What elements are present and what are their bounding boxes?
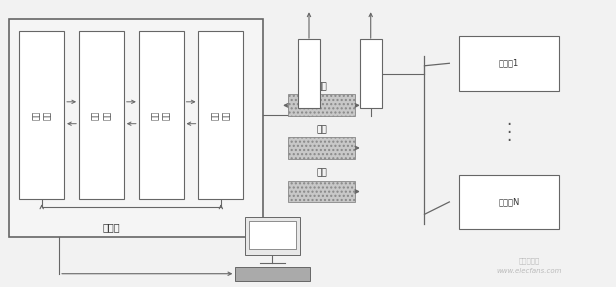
- Bar: [9, 19, 263, 237]
- Text: 应答器N: 应答器N: [498, 197, 520, 206]
- Text: 阅读器: 阅读器: [102, 222, 120, 232]
- Bar: [460, 36, 559, 90]
- Bar: [245, 217, 300, 255]
- Text: 电子发烧网: 电子发烧网: [519, 257, 540, 264]
- Bar: [460, 175, 559, 229]
- Bar: [298, 39, 320, 108]
- Bar: [360, 39, 382, 108]
- Text: ·: ·: [506, 124, 512, 141]
- Text: 时序: 时序: [316, 125, 327, 134]
- Text: 数据: 数据: [316, 82, 327, 92]
- Text: 能量: 能量: [316, 169, 327, 178]
- Text: ·: ·: [506, 131, 512, 150]
- Text: 控制
模块: 控制 模块: [91, 111, 111, 120]
- Bar: [249, 221, 296, 249]
- Text: 接口
单元: 接口 单元: [31, 111, 52, 120]
- Text: 应答器1: 应答器1: [499, 59, 519, 68]
- Bar: [79, 31, 124, 199]
- Text: 耦合
模块: 耦合 模块: [211, 111, 231, 120]
- Bar: [288, 181, 355, 202]
- Bar: [19, 31, 64, 199]
- Bar: [198, 31, 243, 199]
- Text: 收发
模块: 收发 模块: [151, 111, 171, 120]
- Bar: [235, 267, 310, 281]
- Bar: [288, 94, 355, 116]
- Bar: [139, 31, 184, 199]
- Text: ·: ·: [506, 116, 512, 134]
- Bar: [288, 137, 355, 159]
- Text: www.elecfans.com: www.elecfans.com: [496, 268, 562, 274]
